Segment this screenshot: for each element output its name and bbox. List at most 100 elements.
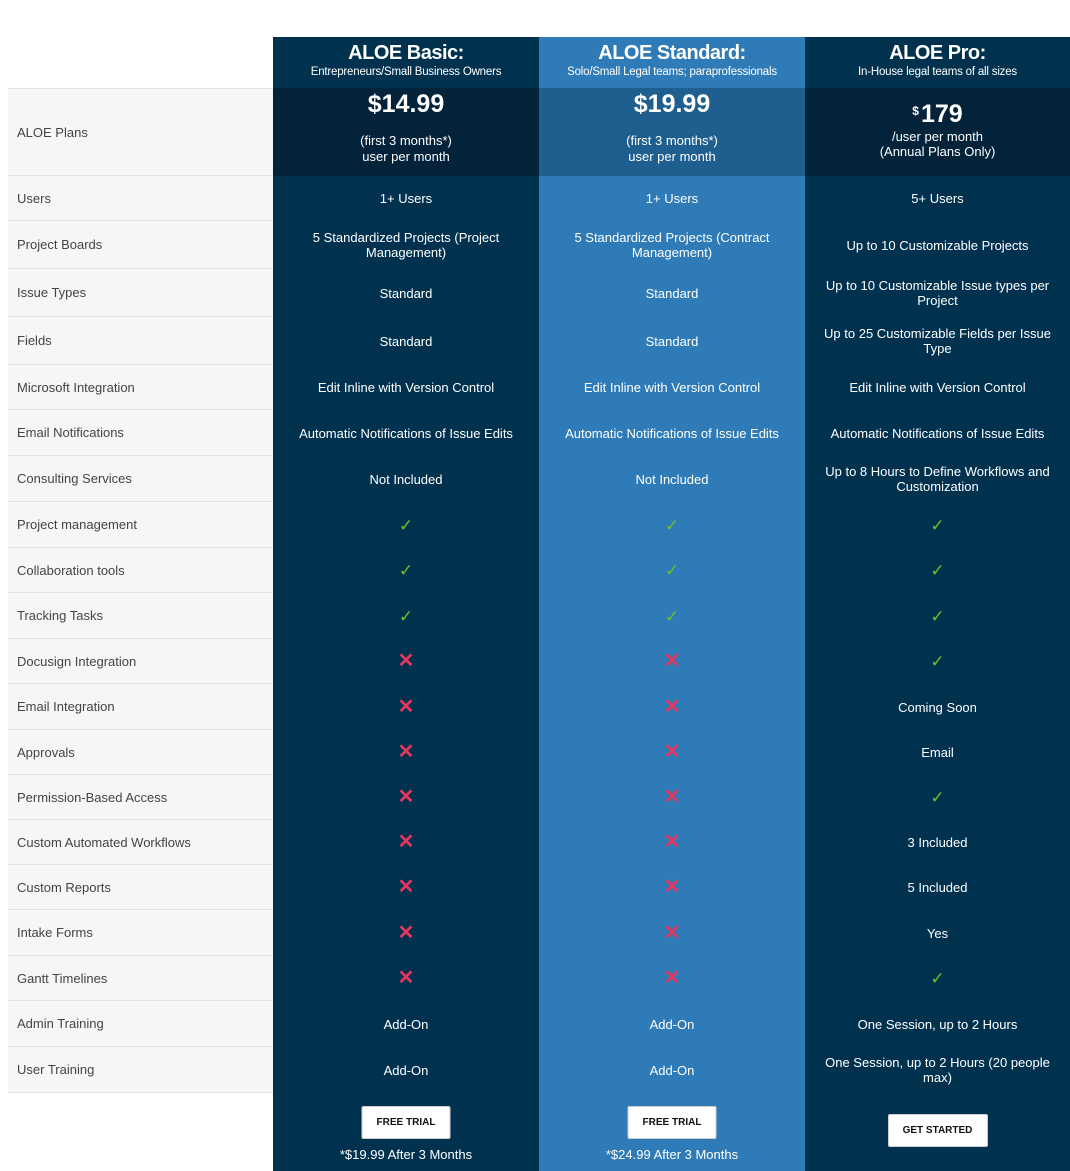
feature-value: Up to 8 Hours to Define Workflows and Cu… [825, 464, 1050, 494]
feature-value: Automatic Notifications of Issue Edits [299, 425, 513, 441]
plan-pro-price-box: $179 /user per month (Annual Plans Only) [805, 88, 1070, 176]
check-icon: ✓ [398, 515, 414, 535]
feature-value: Up to 25 Customizable Fields per Issue T… [824, 326, 1051, 356]
plan-basic-price-note: (first 3 months*) user per month [273, 133, 539, 165]
cross-icon: ✕ [539, 775, 805, 820]
feature-value: Not Included [635, 471, 709, 487]
feature-value: Up to 10 Customizable Projects [846, 237, 1029, 253]
cross-icon: ✕ [397, 695, 415, 718]
feature-value: Standard [379, 333, 433, 349]
plan-pro-currency: $ [912, 104, 919, 118]
check-icon: ✓ [930, 788, 945, 807]
standard-free-trial-button[interactable]: FREE TRIAL [627, 1106, 717, 1139]
cross-icon: ✕ [273, 684, 539, 730]
cross-icon: ✕ [539, 730, 805, 775]
check-icon: ✓ [664, 561, 680, 580]
cross-icon: ✕ [273, 775, 539, 820]
feature-value: Automatic Notifications of Issue Edits [565, 425, 779, 441]
feature-value: 5 Included [907, 880, 968, 895]
feature-value: Add-On [383, 1062, 429, 1078]
feature-value: 1+ Users [645, 191, 699, 206]
feature-value: Email [921, 745, 954, 760]
plan-standard-price-box: $19.99 (first 3 months*) user per month [539, 88, 805, 176]
standard-footnote: *$24.99 After 3 Months [605, 1147, 739, 1162]
check-icon: ✓ [805, 775, 1070, 820]
feature-label-column: ALOE Plans Users Project Boards Issue Type… [8, 0, 273, 1171]
pro-get-started-button[interactable]: GET STARTED [887, 1114, 988, 1147]
feature-label: Fields [8, 317, 273, 365]
feature-value: Yes [926, 925, 949, 941]
feature-label: Email Notifications [8, 410, 273, 456]
cross-icon: ✕ [397, 650, 415, 672]
cross-icon: ✕ [397, 921, 415, 944]
check-icon: ✓ [805, 639, 1070, 684]
plan-pro-price-line: $179 [805, 100, 1070, 129]
cross-icon: ✕ [539, 820, 805, 865]
cross-icon: ✕ [663, 741, 681, 763]
cross-icon: ✕ [539, 910, 805, 956]
check-icon: ✓ [398, 606, 414, 626]
plan-standard-note-line2: user per month [628, 149, 716, 164]
plan-basic-column: ALOE Basic: Entrepreneurs/Small Business… [273, 37, 539, 1171]
feature-value: Standard [645, 333, 699, 349]
cross-icon: ✕ [397, 967, 415, 989]
feature-value: Edit Inline with Version Control [317, 380, 495, 395]
cross-icon: ✕ [539, 639, 805, 684]
plan-standard-header: ALOE Standard: Solo/Small Legal teams; p… [539, 37, 805, 88]
feature-label: Collaboration tools [8, 548, 273, 593]
plans-label: ALOE Plans [8, 88, 273, 176]
plan-standard-name: ALOE Standard: [598, 42, 746, 64]
cross-icon: ✕ [663, 876, 681, 898]
plan-basic-note-line1: (first 3 months*) [360, 133, 452, 148]
check-icon: ✓ [930, 969, 945, 988]
feature-value: Add-On [383, 1016, 429, 1032]
cross-icon: ✕ [273, 956, 539, 1001]
feature-label: Admin Training [8, 1001, 273, 1047]
feature-label: User Training [8, 1047, 273, 1093]
cross-icon: ✕ [273, 910, 539, 956]
feature-label: Tracking Tasks [8, 593, 273, 639]
cross-icon: ✕ [273, 865, 539, 910]
feature-label: Project management [8, 502, 273, 548]
plan-basic-header: ALOE Basic: Entrepreneurs/Small Business… [273, 37, 539, 88]
plan-pro-subtitle: In-House legal teams of all sizes [858, 66, 1017, 78]
check-icon: ✓ [664, 515, 680, 535]
feature-label: Consulting Services [8, 456, 273, 502]
basic-footnote: *$19.99 After 3 Months [339, 1147, 473, 1162]
cross-icon: ✕ [397, 831, 415, 853]
cross-icon: ✕ [539, 684, 805, 730]
plan-pro-note-line1: /user per month [891, 129, 984, 144]
check-icon: ✓ [273, 502, 539, 548]
feature-label: Project Boards [8, 221, 273, 269]
check-icon: ✓ [805, 502, 1070, 548]
feature-value: 1+ Users [379, 191, 433, 206]
feature-label: Docusign Integration [8, 639, 273, 684]
check-icon: ✓ [664, 606, 680, 626]
cross-icon: ✕ [663, 921, 681, 944]
feature-value: Edit Inline with Version Control [849, 380, 1026, 395]
feature-value: Add-On [649, 1062, 695, 1078]
cross-icon: ✕ [663, 786, 681, 808]
cross-icon: ✕ [663, 831, 681, 853]
cross-icon: ✕ [397, 741, 415, 763]
basic-free-trial-button[interactable]: FREE TRIAL [361, 1106, 451, 1139]
feature-value: 5 Standardized Projects (Project Managem… [312, 230, 500, 260]
check-icon: ✓ [539, 502, 805, 548]
feature-value: Standard [645, 285, 699, 301]
check-icon: ✓ [805, 548, 1070, 593]
check-icon: ✓ [539, 548, 805, 593]
feature-value: Automatic Notifications of Issue Edits [830, 425, 1045, 441]
cross-icon: ✕ [273, 730, 539, 775]
feature-value: Edit Inline with Version Control [583, 380, 761, 395]
feature-label: Custom Automated Workflows [8, 820, 273, 865]
check-icon: ✓ [805, 956, 1070, 1001]
plan-standard-subtitle: Solo/Small Legal teams; paraprofessional… [567, 66, 777, 78]
cross-icon: ✕ [397, 786, 415, 808]
check-icon: ✓ [398, 561, 414, 580]
cross-icon: ✕ [539, 865, 805, 910]
plan-basic-price-box: $14.99 (first 3 months*) user per month [273, 88, 539, 176]
feature-value: One Session, up to 2 Hours (20 people ma… [825, 1055, 1050, 1085]
cross-icon: ✕ [663, 695, 681, 718]
cross-icon: ✕ [663, 650, 681, 672]
check-icon: ✓ [930, 515, 945, 535]
